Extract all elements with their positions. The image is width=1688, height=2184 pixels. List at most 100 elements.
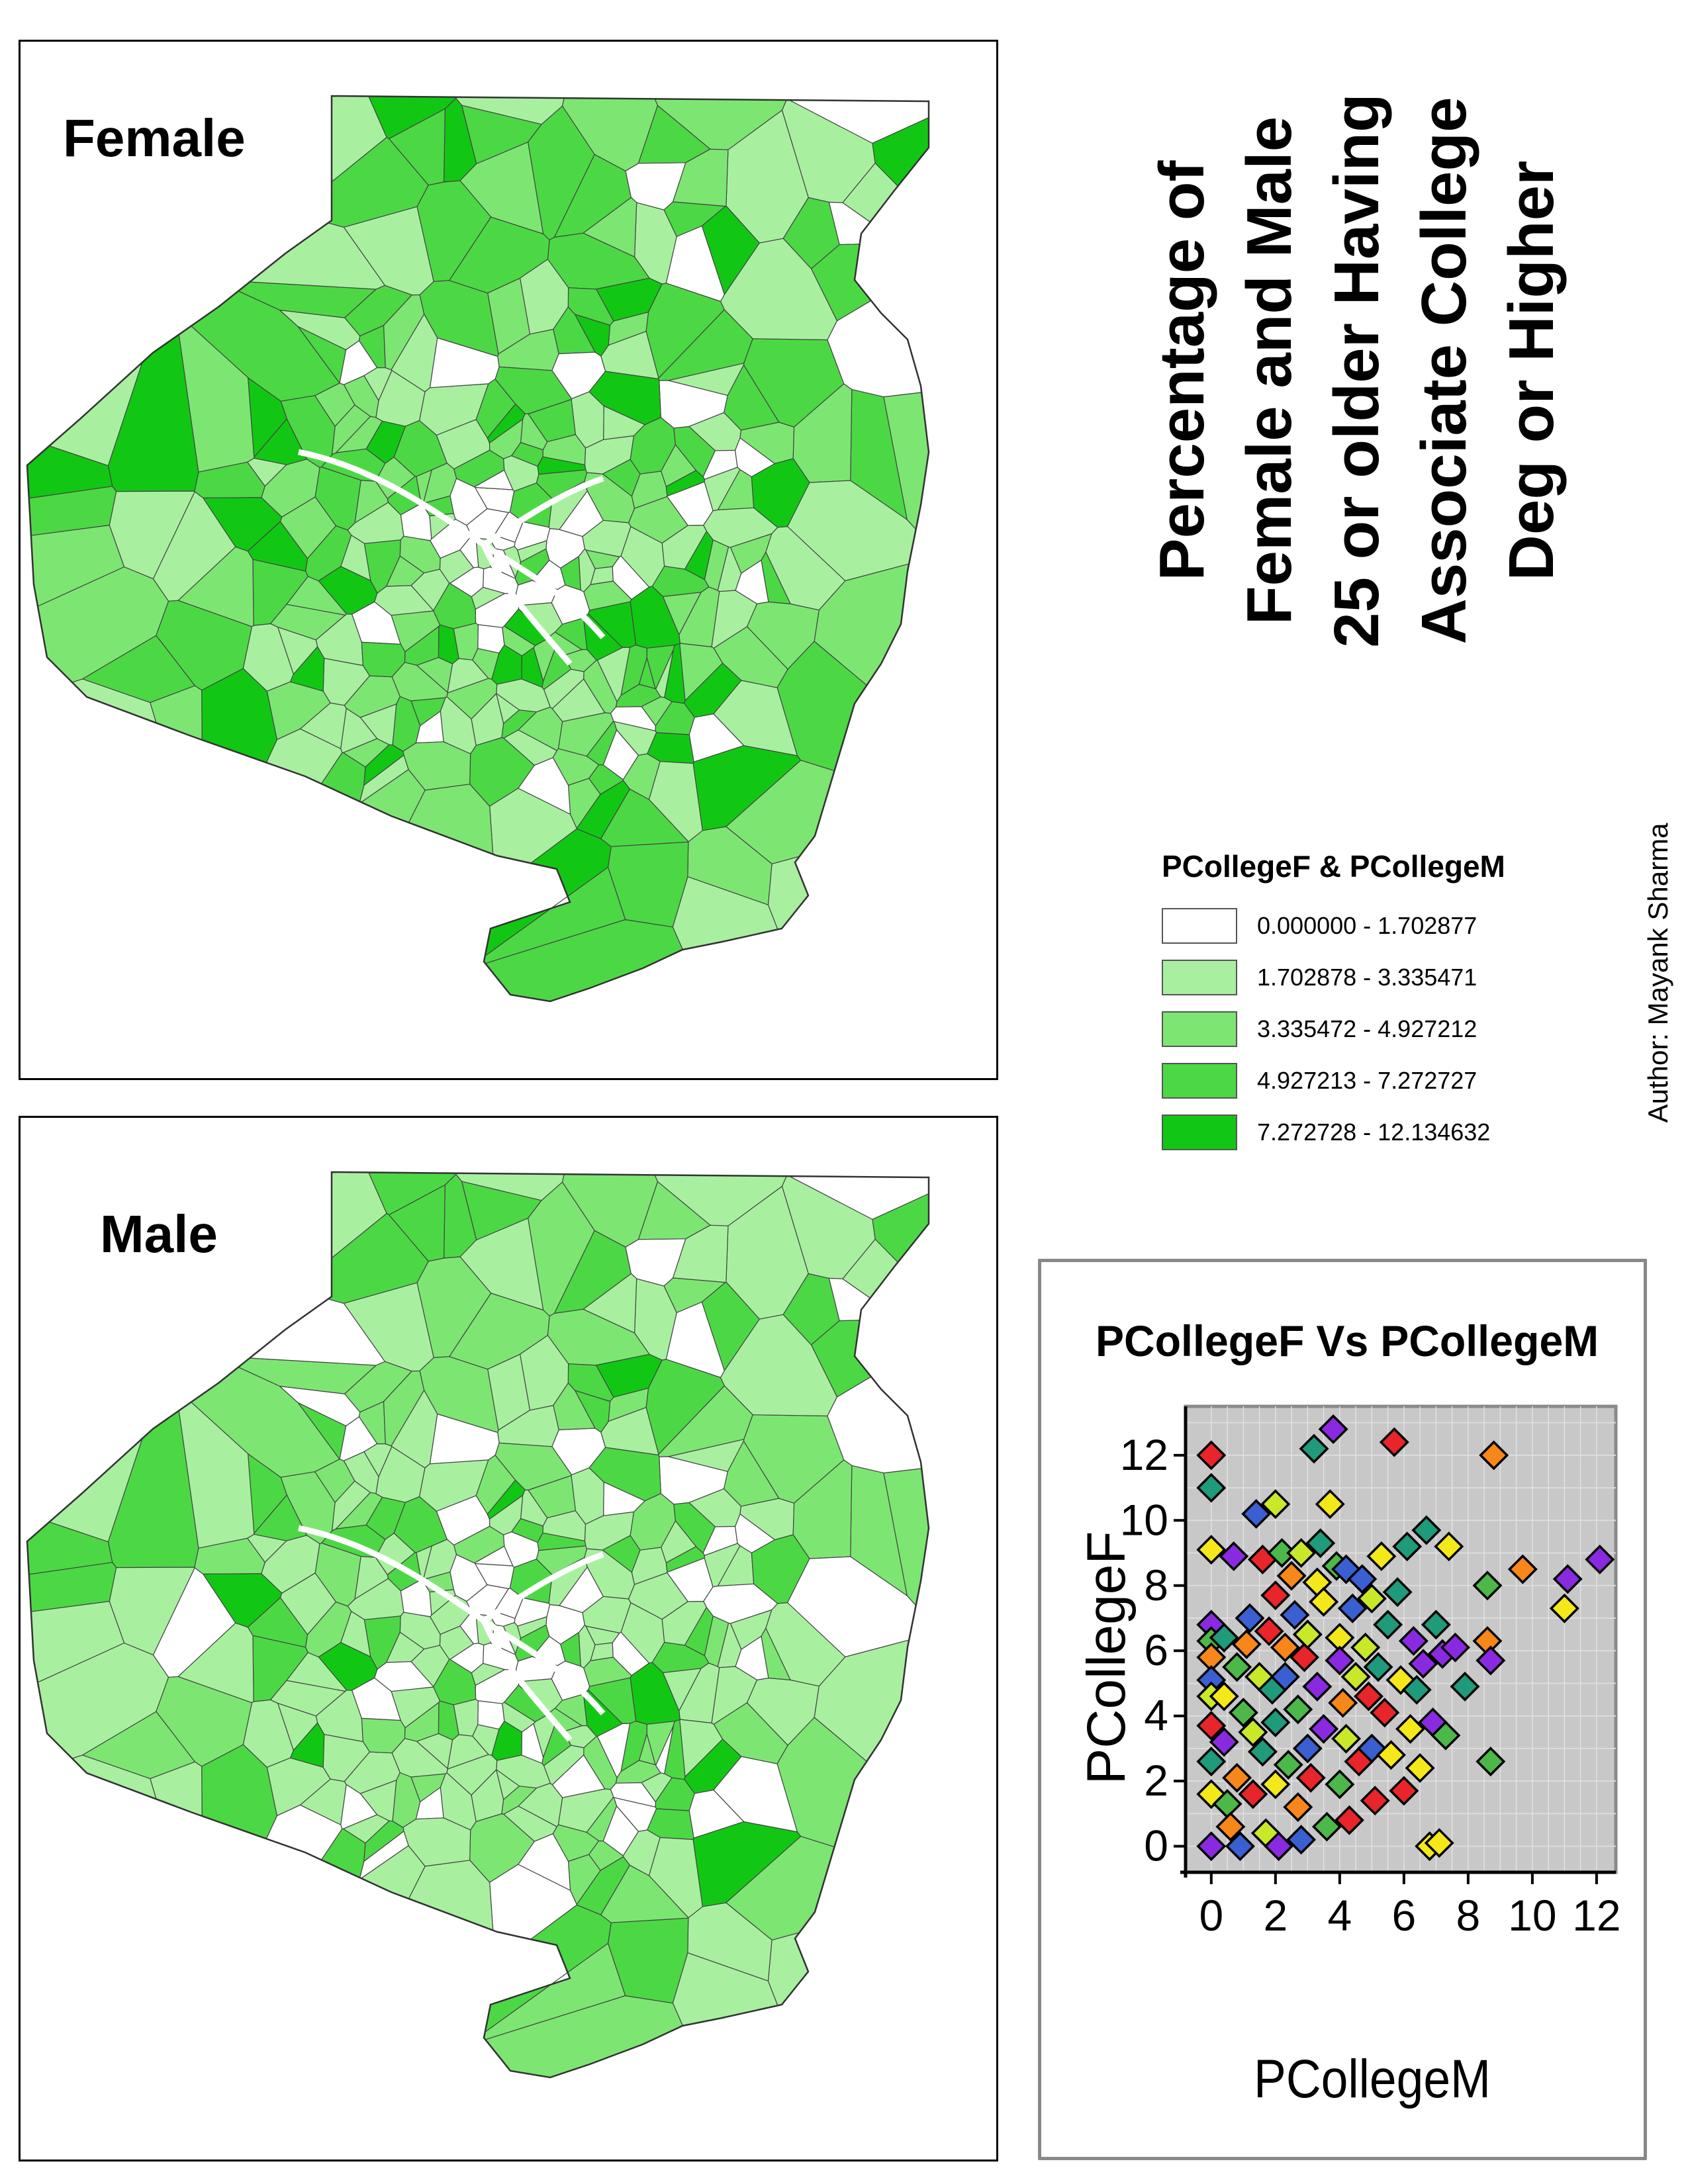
data-point: [1196, 1747, 1227, 1777]
census-tract: [489, 1494, 524, 1535]
legend-swatch: [1162, 1011, 1237, 1047]
data-point: [1292, 1619, 1323, 1650]
data-point: [1398, 1625, 1429, 1656]
census-tract: [651, 565, 710, 597]
census-tract: [487, 277, 531, 355]
x-tick-label: 4: [1327, 1891, 1352, 1940]
river: [298, 1525, 606, 1742]
legend-swatch: [1162, 908, 1237, 944]
main-title-line: Associate College: [1409, 97, 1479, 645]
census-tract: [575, 1390, 611, 1433]
census-tract: [422, 463, 457, 504]
data-point: [1292, 1733, 1323, 1764]
census-tract: [688, 412, 741, 451]
data-point: [1270, 1632, 1300, 1662]
male-choropleth-map: [26, 1171, 930, 2079]
census-tract: [630, 1662, 680, 1725]
data-point: [1382, 1577, 1413, 1608]
census-tract: [673, 148, 729, 207]
data-point: [1254, 1616, 1284, 1647]
census-tract: [583, 1273, 637, 1334]
census-tract: [608, 312, 649, 346]
data-point: [1440, 1632, 1470, 1662]
census-tract: [542, 1510, 586, 1541]
y-tick-label: 8: [1144, 1561, 1168, 1610]
data-point: [1225, 1831, 1255, 1862]
data-point: [1283, 1694, 1313, 1725]
census-tract: [543, 668, 585, 709]
census-tract: [751, 458, 810, 528]
census-tract: [630, 586, 680, 649]
data-point: [1235, 1603, 1265, 1633]
data-point: [1228, 1698, 1258, 1728]
main-title-line: Deg or Higher: [1496, 160, 1567, 581]
data-point: [1350, 1632, 1381, 1662]
y-tick-label: 12: [1120, 1430, 1168, 1479]
census-tract: [673, 1224, 729, 1283]
legend-label: 7.272728 - 12.134632: [1257, 1118, 1491, 1146]
census-tract: [648, 760, 703, 842]
data-point: [1354, 1681, 1383, 1711]
data-point: [1549, 1593, 1579, 1623]
data-point: [1264, 1831, 1294, 1862]
census-tract: [375, 457, 416, 499]
data-point: [1311, 1811, 1342, 1842]
data-point: [1450, 1671, 1480, 1702]
county-boundary: [26, 1171, 930, 2079]
y-axis-label: PCollegeF: [1076, 1531, 1137, 1785]
data-point: [1366, 1541, 1397, 1571]
x-tick-label: 6: [1391, 1891, 1416, 1940]
data-point: [1325, 1769, 1355, 1799]
tract-layer: [26, 1171, 930, 2079]
data-point: [1260, 1489, 1291, 1520]
data-point: [1209, 1727, 1239, 1757]
legend-label: 4.927213 - 7.272727: [1257, 1067, 1477, 1094]
legend-label: 0.000000 - 1.702877: [1257, 912, 1477, 939]
data-point: [1309, 1586, 1339, 1617]
data-point: [1283, 1792, 1313, 1823]
data-point: [1286, 1538, 1317, 1569]
data-point: [1476, 1747, 1506, 1777]
data-point: [1260, 1769, 1291, 1799]
main-title: Percentage of Female and Male 25 or olde…: [1139, 93, 1575, 648]
legend-item: 4.927213 - 7.272727: [1162, 1055, 1625, 1107]
census-tract: [585, 549, 620, 569]
data-point: [1552, 1564, 1583, 1594]
census-tract: [585, 1625, 620, 1645]
census-tract: [552, 748, 600, 786]
census-tract: [503, 729, 557, 766]
data-point: [1238, 1717, 1268, 1747]
census-tract: [363, 539, 401, 594]
census-tract: [422, 1539, 457, 1580]
census-tract: [603, 405, 645, 440]
census-tract: [471, 1769, 504, 1822]
census-tract: [655, 1725, 674, 1774]
census-tract: [375, 370, 426, 427]
census-tract: [290, 1722, 325, 1768]
data-point: [1209, 1623, 1239, 1653]
census-tract: [503, 1805, 557, 1842]
female-map-frame: Female: [19, 40, 998, 1080]
census-tract: [404, 1702, 440, 1742]
data-point: [1507, 1554, 1538, 1584]
data-point: [1325, 1645, 1355, 1676]
census-tract: [631, 1547, 668, 1585]
y-tick-label: 2: [1144, 1756, 1168, 1805]
census-tract: [608, 841, 689, 928]
census-tract: [575, 314, 611, 357]
data-point: [1421, 1610, 1451, 1640]
data-point: [1286, 1825, 1317, 1855]
x-tick-label: 12: [1572, 1891, 1620, 1940]
legend-swatch: [1162, 1115, 1237, 1150]
data-point: [1196, 1831, 1227, 1862]
data-point: [1219, 1541, 1249, 1571]
census-tract: [543, 1745, 585, 1786]
y-tick-label: 10: [1120, 1495, 1168, 1544]
x-tick-label: 2: [1263, 1891, 1288, 1940]
data-point: [1376, 1740, 1406, 1770]
data-point: [1337, 1593, 1368, 1623]
census-tract: [489, 418, 524, 459]
data-point: [1222, 1762, 1252, 1793]
census-tract: [471, 693, 504, 746]
